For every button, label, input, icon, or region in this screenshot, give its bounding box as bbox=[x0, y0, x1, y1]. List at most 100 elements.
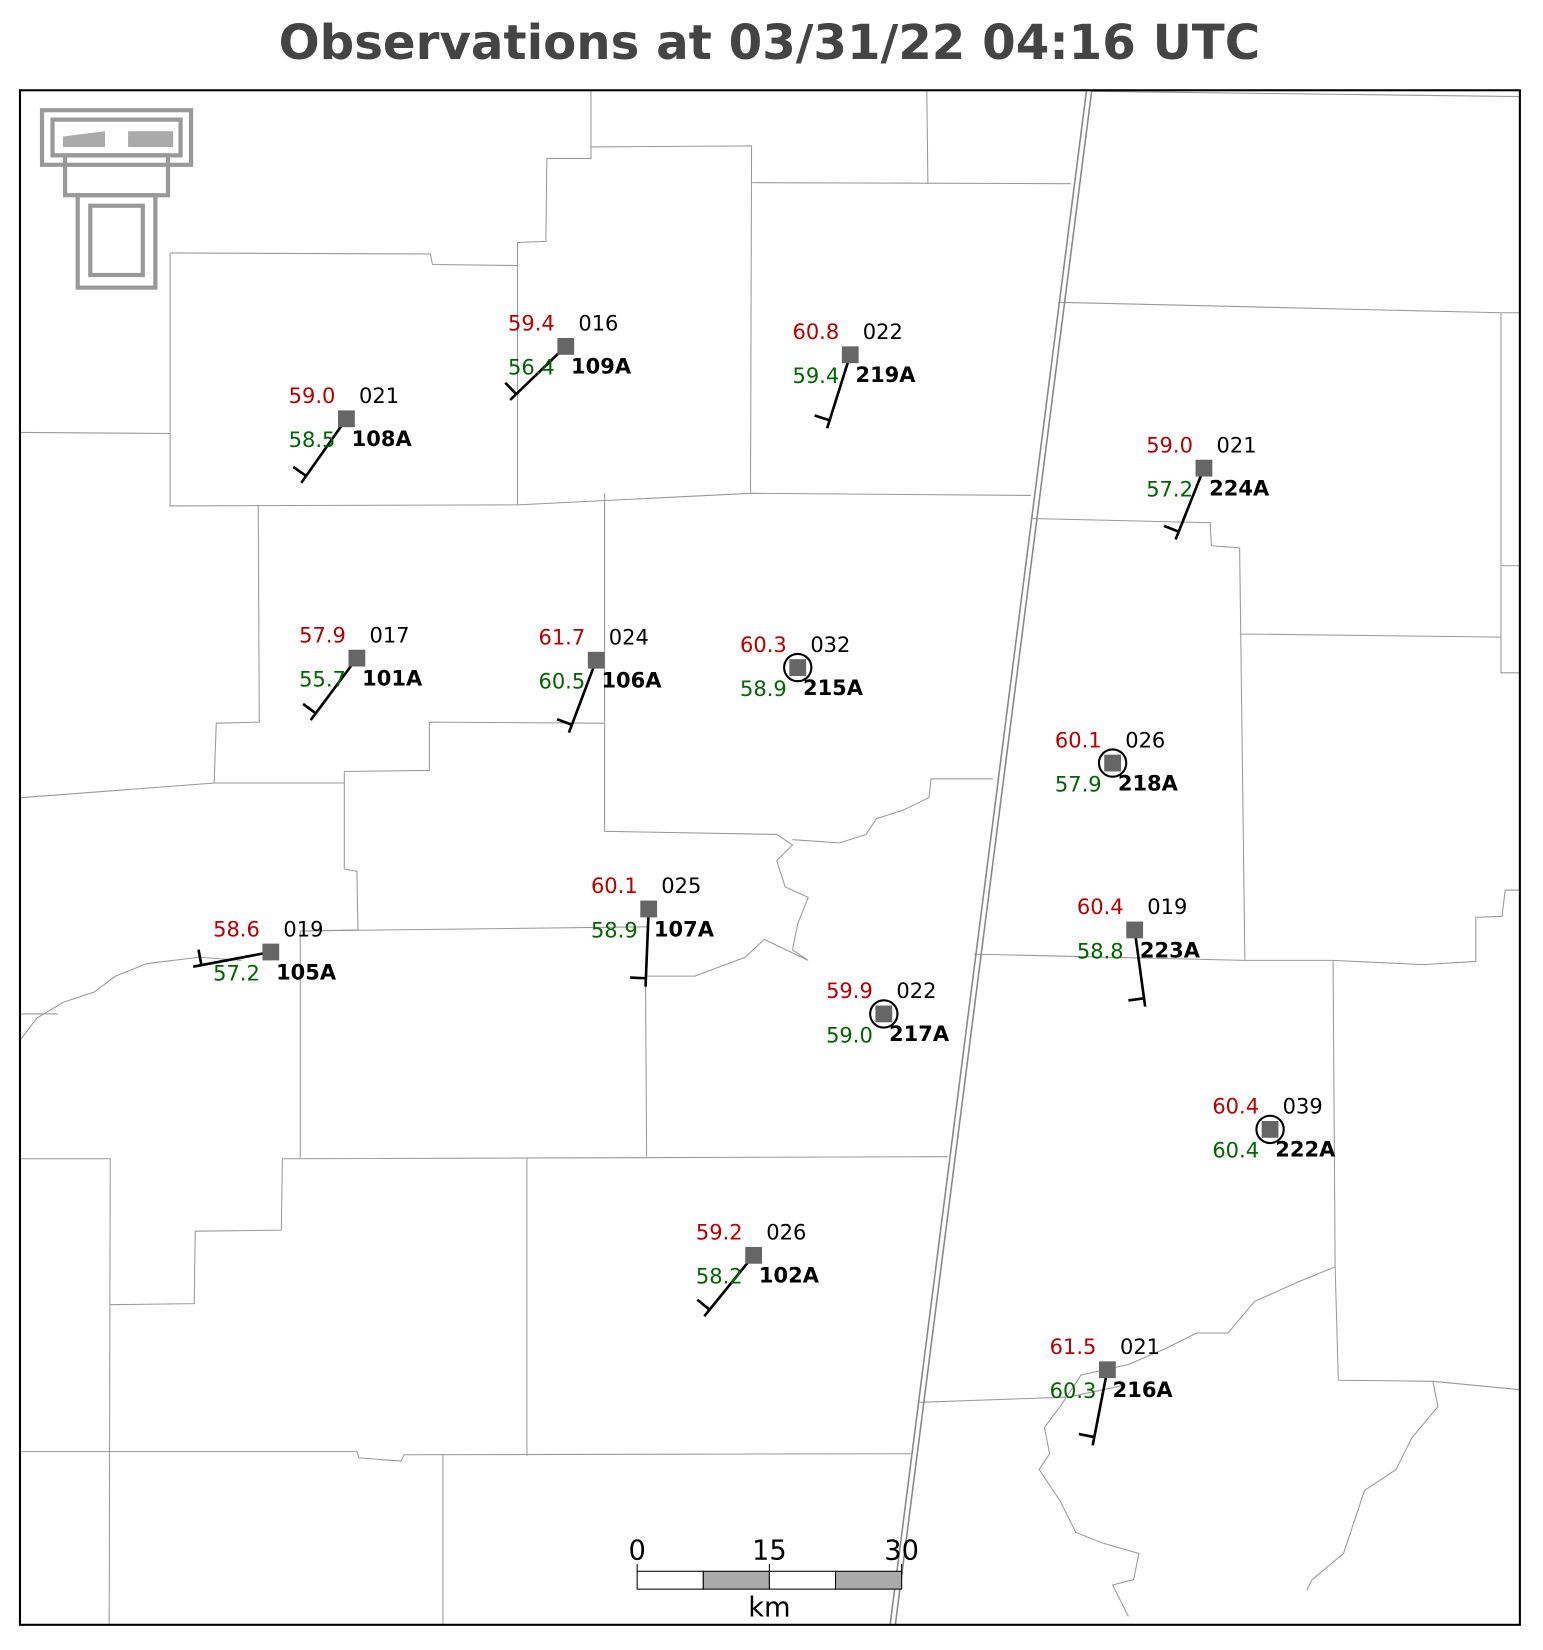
station-marker bbox=[338, 410, 355, 428]
dewpoint: 58.9 bbox=[591, 918, 638, 942]
frame bbox=[18, 89, 1521, 1626]
scale-bar: 0 15 30 km bbox=[628, 1536, 919, 1624]
dewpoint: 59.4 bbox=[792, 364, 839, 388]
station-marker bbox=[348, 649, 366, 667]
scale-segment bbox=[702, 1570, 770, 1590]
station-marker bbox=[640, 900, 658, 918]
temperature: 57.9 bbox=[299, 623, 346, 647]
stations: 59.4 016 56.4 109A 60.8 022 59.4 219A 59.0 021 58.… bbox=[192, 312, 1336, 1446]
temperature: 60.4 bbox=[1077, 895, 1124, 919]
temperature: 60.1 bbox=[1055, 728, 1102, 752]
wind-barb bbox=[644, 908, 651, 987]
code: 021 bbox=[1217, 433, 1257, 457]
barb-feather bbox=[1163, 524, 1180, 533]
wind-barb bbox=[509, 345, 567, 401]
temperature: 60.4 bbox=[1212, 1095, 1259, 1119]
wind-barb bbox=[1174, 467, 1206, 540]
station-id: 106A bbox=[601, 669, 662, 693]
code: 024 bbox=[609, 625, 649, 649]
temperature: 60.1 bbox=[591, 874, 638, 898]
dewpoint: 58.8 bbox=[1077, 939, 1124, 963]
barb-feather bbox=[1128, 996, 1145, 1002]
calm-circle bbox=[1255, 1114, 1285, 1145]
station-id: 109A bbox=[571, 355, 632, 379]
station-id: 219A bbox=[855, 363, 916, 387]
station-id: 223A bbox=[1140, 938, 1201, 962]
barb-feather bbox=[197, 949, 203, 966]
temperature: 61.5 bbox=[1050, 1335, 1097, 1359]
station-marker bbox=[1195, 459, 1213, 477]
wind-barb bbox=[309, 657, 358, 721]
station-id: 217A bbox=[889, 1022, 950, 1046]
temperature: 59.2 bbox=[696, 1221, 743, 1245]
wind-barb bbox=[1091, 1369, 1109, 1446]
temperature: 59.9 bbox=[826, 979, 873, 1003]
wind-barb bbox=[567, 659, 598, 734]
dewpoint: 60.5 bbox=[538, 670, 585, 694]
station-id: 218A bbox=[1118, 771, 1179, 795]
scale-label: 30 bbox=[884, 1536, 919, 1567]
dewpoint: 59.0 bbox=[826, 1023, 873, 1047]
wind-barb bbox=[300, 418, 348, 484]
dewpoint: 60.4 bbox=[1212, 1139, 1259, 1163]
station-marker bbox=[557, 337, 575, 355]
scale-label: 0 bbox=[628, 1536, 645, 1567]
scale-segment bbox=[768, 1570, 837, 1590]
station-id: 216A bbox=[1113, 1378, 1174, 1402]
wind-barb bbox=[1133, 929, 1147, 1007]
station-id: 105A bbox=[276, 960, 337, 984]
code: 021 bbox=[1120, 1335, 1160, 1359]
station-marker bbox=[1104, 754, 1122, 772]
temperature: 58.6 bbox=[213, 917, 260, 941]
temperature: 60.3 bbox=[740, 633, 787, 657]
code: 025 bbox=[661, 874, 701, 898]
dewpoint: 58.2 bbox=[696, 1265, 743, 1289]
code: 019 bbox=[1147, 895, 1187, 919]
station-id: 222A bbox=[1275, 1138, 1336, 1162]
wind-barb bbox=[192, 950, 272, 968]
dewpoint: 55.7 bbox=[299, 667, 346, 691]
code: 032 bbox=[810, 633, 850, 657]
wind-barb bbox=[703, 1254, 755, 1318]
barb-feather bbox=[630, 976, 646, 980]
station-marker bbox=[841, 346, 859, 364]
barb-feather bbox=[556, 717, 573, 727]
county-lines bbox=[20, 90, 1520, 1625]
station-id: 107A bbox=[654, 917, 715, 941]
dewpoint: 56.4 bbox=[508, 356, 555, 380]
temperature: 60.8 bbox=[792, 320, 839, 344]
station-marker bbox=[262, 943, 280, 961]
barb-feather bbox=[504, 381, 518, 395]
barb-feather bbox=[292, 465, 307, 478]
dewpoint: 60.3 bbox=[1050, 1379, 1097, 1403]
barb-feather bbox=[814, 414, 831, 422]
station-marker bbox=[745, 1246, 763, 1264]
calm-circle bbox=[869, 999, 899, 1029]
code: 026 bbox=[1125, 728, 1165, 752]
station-marker bbox=[1126, 921, 1144, 939]
station-id: 215A bbox=[803, 676, 864, 700]
station-marker bbox=[1098, 1361, 1116, 1379]
barb-feather bbox=[1078, 1432, 1095, 1439]
dewpoint: 57.9 bbox=[1055, 772, 1102, 796]
code: 021 bbox=[359, 384, 399, 408]
barb-feather bbox=[302, 702, 317, 715]
code: 019 bbox=[283, 917, 323, 941]
wind-barb bbox=[825, 354, 852, 429]
scale-unit: km bbox=[748, 1592, 790, 1623]
station-marker bbox=[1261, 1120, 1279, 1138]
station-id: 108A bbox=[352, 427, 413, 451]
scale-segment bbox=[835, 1570, 903, 1590]
station-marker bbox=[587, 651, 605, 669]
barb-feather bbox=[696, 1298, 711, 1311]
dewpoint: 57.2 bbox=[213, 961, 260, 985]
scale-segment bbox=[636, 1570, 704, 1590]
station-marker bbox=[789, 659, 807, 676]
calm-circle bbox=[1097, 748, 1128, 778]
scale-label: 15 bbox=[752, 1536, 787, 1567]
temperature: 59.4 bbox=[508, 312, 555, 336]
code: 017 bbox=[369, 623, 409, 647]
code: 039 bbox=[1283, 1095, 1323, 1119]
code: 022 bbox=[863, 320, 903, 344]
